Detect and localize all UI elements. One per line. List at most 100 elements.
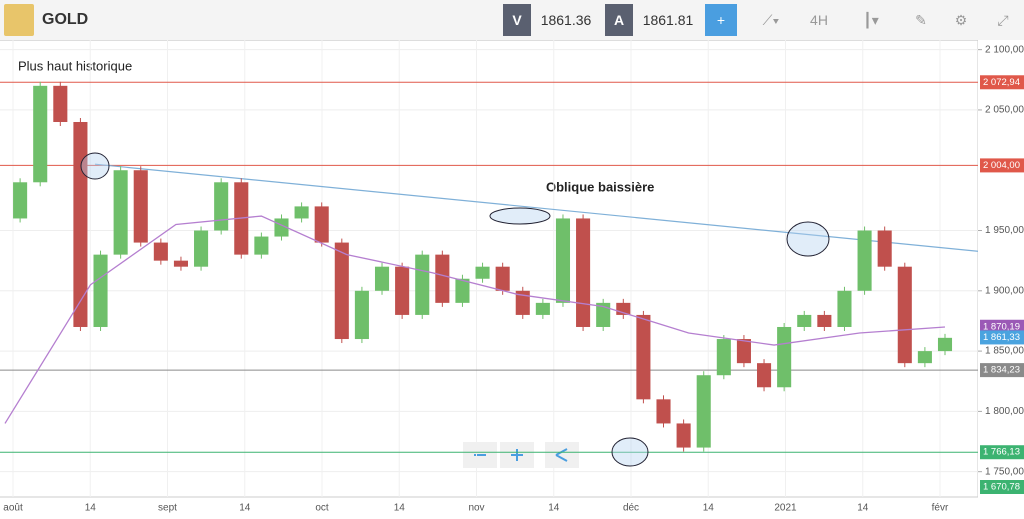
plus-icon	[511, 449, 523, 461]
candle	[757, 363, 772, 388]
bid: 1861.36	[540, 12, 592, 28]
annotation: Plus haut historique	[18, 58, 132, 73]
candle	[837, 290, 852, 327]
ask: 1861.81	[642, 12, 694, 28]
candle	[535, 302, 550, 315]
candle	[817, 314, 832, 327]
line-price-label: 1 834,23	[983, 365, 1020, 376]
candle	[515, 290, 530, 315]
line-price-label: 1 766,13	[983, 447, 1020, 458]
candle	[395, 266, 410, 315]
candle	[73, 121, 88, 327]
candle	[475, 266, 490, 279]
draw-button[interactable]: ✎	[915, 12, 927, 28]
candle	[455, 278, 470, 303]
candle	[254, 236, 269, 255]
x-tick-label: oct	[315, 503, 329, 514]
bid-label[interactable]: V	[503, 4, 531, 36]
candle	[314, 206, 329, 243]
crosshair-button[interactable]: +	[705, 4, 737, 36]
candle	[495, 266, 510, 291]
line-price-label-box	[980, 445, 1024, 460]
y-tick-label: 1 950,00	[985, 225, 1024, 236]
candle	[777, 326, 792, 388]
candle	[113, 170, 128, 255]
symbol: GOLD	[42, 11, 89, 28]
x-tick-label: 14	[239, 503, 251, 514]
ask-label[interactable]: A	[605, 4, 633, 36]
y-tick-label: 2 100,00	[985, 44, 1024, 55]
candle	[93, 254, 108, 327]
candle	[877, 230, 892, 267]
highlight-ellipse	[80, 152, 110, 180]
candles-button[interactable]: ┃▾	[863, 12, 879, 28]
candle	[676, 423, 691, 448]
candle	[917, 351, 932, 364]
x-tick-label: 14	[703, 503, 715, 514]
candle	[636, 314, 651, 400]
line-price-label-box	[980, 75, 1024, 90]
candle	[435, 254, 450, 303]
candle	[576, 218, 591, 327]
y-tick-label: 2 050,00	[985, 105, 1024, 116]
highlight-ellipse	[786, 221, 830, 257]
candle	[354, 290, 369, 340]
candle	[153, 242, 168, 261]
candle	[133, 170, 148, 243]
candle	[33, 85, 48, 183]
y-tick-label: 1 850,00	[985, 346, 1024, 357]
share[interactable]	[545, 442, 579, 468]
candle	[214, 182, 229, 231]
timeframe[interactable]: 4H	[810, 12, 828, 28]
x-tick-label: août	[3, 503, 23, 514]
candle	[334, 242, 349, 340]
candle	[13, 182, 28, 219]
candle	[596, 302, 611, 327]
x-tick-label: 14	[85, 503, 97, 514]
candle	[194, 230, 209, 267]
candle	[696, 375, 711, 448]
x-tick-label: 14	[394, 503, 406, 514]
moving-average	[4, 215, 946, 424]
gold-icon	[4, 4, 34, 36]
line-price-label-box	[980, 158, 1024, 173]
candle	[374, 266, 390, 291]
highlight-ellipse	[489, 207, 551, 225]
price-label: 1 870,19	[983, 321, 1020, 332]
toolbar: GOLD V 1861.36 A 1861.81 + ⟋▾ 4H ┃▾ ✎ ⚙ …	[0, 0, 1024, 41]
line-price-label-box	[980, 363, 1024, 378]
x-tick-label: 14	[548, 503, 560, 514]
price-label: 1 670,78	[983, 482, 1020, 493]
candle	[656, 399, 671, 424]
y-tick-label: 1 800,00	[985, 406, 1024, 417]
price-label: 1 861,33	[983, 332, 1020, 343]
x-tick-label: sept	[158, 503, 177, 514]
x-tick-label: nov	[468, 503, 484, 514]
candle	[857, 230, 872, 291]
fullscreen-button[interactable]: ⤢	[997, 12, 1009, 28]
line-price-label: 2 072,94	[983, 77, 1020, 88]
zoom-controls	[463, 442, 579, 468]
candle	[716, 339, 731, 376]
candle	[736, 339, 751, 364]
x-tick-label: févr	[932, 503, 949, 514]
candle	[53, 85, 68, 122]
candle	[173, 260, 188, 267]
chart: Plus haut historique Oblique baissière a…	[0, 40, 1024, 519]
candle	[415, 254, 430, 315]
candle	[294, 206, 309, 219]
settings-button[interactable]: ⚙	[954, 12, 968, 28]
candle	[555, 218, 571, 303]
x-tick-label: 2021	[774, 503, 797, 514]
price-label-box	[980, 330, 1024, 345]
y-tick-label: 1 900,00	[985, 285, 1024, 296]
chart-type-button[interactable]: ⟋▾	[762, 12, 780, 28]
annotation: Oblique baissière	[546, 179, 654, 194]
line-price-label: 2 004,00	[983, 160, 1020, 171]
candle	[797, 314, 812, 327]
y-axis-panel	[978, 40, 1024, 519]
candle	[897, 266, 912, 364]
x-tick-label: déc	[623, 503, 639, 514]
y-tick-label: 1 750,00	[985, 466, 1024, 477]
